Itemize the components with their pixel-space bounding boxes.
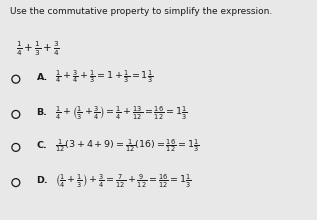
Text: $\left(\frac{1}{4} + \frac{1}{3}\right) + \frac{3}{4} = \frac{7}{12} + \frac{9}{: $\left(\frac{1}{4} + \frac{1}{3}\right) … xyxy=(55,172,192,189)
Text: $\frac{1}{4} + \frac{1}{3} + \frac{3}{4}$: $\frac{1}{4} + \frac{1}{3} + \frac{3}{4}… xyxy=(16,40,60,58)
Text: A.: A. xyxy=(36,73,48,81)
Text: $\frac{1}{4} + \left(\frac{1}{3} + \frac{3}{4}\right) = \frac{1}{4} + \frac{13}{: $\frac{1}{4} + \left(\frac{1}{3} + \frac… xyxy=(55,104,188,121)
Text: Use the commutative property to simplify the expression.: Use the commutative property to simplify… xyxy=(10,7,272,16)
Text: $\frac{1}{4} + \frac{3}{4} + \frac{1}{3} = 1 + \frac{1}{3} = 1\frac{1}{3}$: $\frac{1}{4} + \frac{3}{4} + \frac{1}{3}… xyxy=(55,68,154,86)
Text: $\frac{1}{12}\left(3 + 4 + 9\right) = \frac{1}{12}\left(16\right) = \frac{16}{12: $\frac{1}{12}\left(3 + 4 + 9\right) = \f… xyxy=(55,137,200,154)
Text: B.: B. xyxy=(36,108,47,117)
Text: D.: D. xyxy=(36,176,48,185)
Text: C.: C. xyxy=(36,141,47,150)
